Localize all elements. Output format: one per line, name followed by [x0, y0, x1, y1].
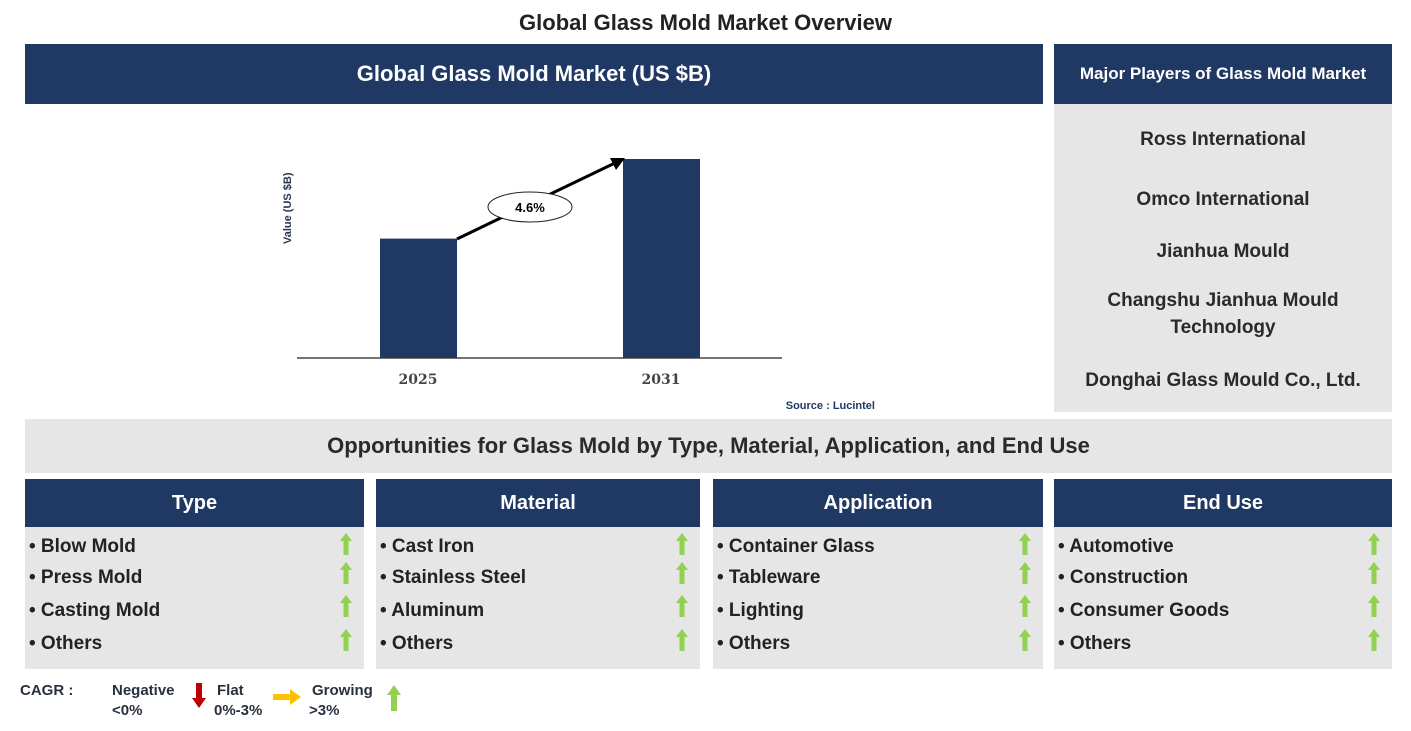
- opportunities-header: Opportunities for Glass Mold by Type, Ma…: [25, 419, 1392, 473]
- growing-up-arrow-icon: [340, 629, 352, 651]
- growing-up-arrow-icon: [676, 595, 688, 617]
- column-body: • Cast Iron • Stainless Steel • Aluminum • …: [376, 527, 700, 669]
- down-arrow-icon: [192, 683, 206, 708]
- segment-item: • Construction: [1058, 567, 1189, 588]
- growing-up-arrow-icon: [1368, 595, 1380, 617]
- growing-up-arrow-icon: [1368, 629, 1380, 651]
- segment-item: • Container Glass: [717, 536, 875, 557]
- segment-item: • Others: [717, 633, 791, 654]
- growing-up-arrow-icon: [1019, 595, 1031, 617]
- growing-up-arrow-icon: [676, 533, 688, 555]
- growing-up-arrow-icon: [676, 562, 688, 584]
- right-arrow-icon: [273, 689, 301, 705]
- segment-item: • Lighting: [717, 600, 804, 621]
- segment-item: • Aluminum: [380, 600, 485, 621]
- column-body: • Blow Mold • Press Mold • Casting Mold • O…: [25, 527, 364, 669]
- segment-item: • Tableware: [717, 567, 821, 588]
- bar-2025: [380, 238, 457, 358]
- segment-item: • Stainless Steel: [380, 567, 527, 588]
- cagr-arrowhead-icon: [610, 158, 625, 170]
- segment-item: • Press Mold: [29, 567, 143, 588]
- legend-flat-range: 0%-3%: [214, 702, 263, 719]
- column-header: End Use: [1054, 479, 1392, 527]
- legend-growing-label: Growing: [312, 682, 373, 699]
- source-label: Source : Lucintel: [786, 400, 875, 412]
- column-body: • Container Glass • Tableware • Lighting • …: [713, 527, 1043, 669]
- segment-item: • Cast Iron: [380, 536, 475, 557]
- bar-2031: [623, 159, 700, 358]
- cagr-label: 4.6%: [515, 200, 545, 215]
- growing-up-arrow-icon: [1368, 562, 1380, 584]
- bar-chart: Value (US $B) 4.6% 2025 2031 Source : Lu…: [282, 158, 875, 412]
- growing-up-arrow-icon: [1019, 533, 1031, 555]
- legend-cagr-label: CAGR :: [20, 682, 74, 699]
- column-header: Material: [376, 479, 700, 527]
- column-body: • Automotive • Construction • Consumer Goo…: [1054, 527, 1392, 669]
- growing-up-arrow-icon: [1019, 562, 1031, 584]
- segment-item: • Others: [29, 633, 103, 654]
- legend-flat-label: Flat: [217, 682, 244, 699]
- players-header: Major Players of Glass Mold Market: [1054, 44, 1392, 104]
- legend-negative-label: Negative: [112, 682, 175, 699]
- player-item: Changshu Jianhua Mould Technology: [1107, 290, 1339, 338]
- x-tick-2031: 2031: [642, 372, 681, 388]
- segment-item: • Others: [1058, 633, 1132, 654]
- y-axis-label: Value (US $B): [282, 172, 294, 244]
- legend-negative-range: <0%: [112, 702, 143, 719]
- up-arrow-icon: [387, 685, 401, 711]
- player-item: Jianhua Mould: [1156, 241, 1290, 262]
- chart-header: Global Glass Mold Market (US $B): [25, 44, 1043, 104]
- column-header: Application: [713, 479, 1043, 527]
- players-panel: [1054, 104, 1392, 412]
- page-title: Global Glass Mold Market Overview: [519, 10, 892, 35]
- legend-growing-range: >3%: [309, 702, 340, 719]
- player-item: Omco International: [1136, 189, 1310, 210]
- segment-item: • Automotive: [1058, 536, 1174, 557]
- cagr-bubble: [487, 191, 573, 223]
- segment-item: • Blow Mold: [29, 536, 136, 557]
- growing-up-arrow-icon: [1368, 533, 1380, 555]
- growing-up-arrow-icon: [1019, 629, 1031, 651]
- growing-up-arrow-icon: [340, 533, 352, 555]
- growing-up-arrow-icon: [676, 629, 688, 651]
- segment-item: • Others: [380, 633, 454, 654]
- growing-up-arrow-icon: [340, 562, 352, 584]
- segment-item: • Casting Mold: [29, 600, 161, 621]
- player-item: Ross International: [1140, 129, 1306, 150]
- column-header: Type: [25, 479, 364, 527]
- x-tick-2025: 2025: [399, 372, 438, 388]
- growing-up-arrow-icon: [340, 595, 352, 617]
- segment-item: • Consumer Goods: [1058, 600, 1230, 621]
- player-item: Donghai Glass Mould Co., Ltd.: [1085, 370, 1361, 391]
